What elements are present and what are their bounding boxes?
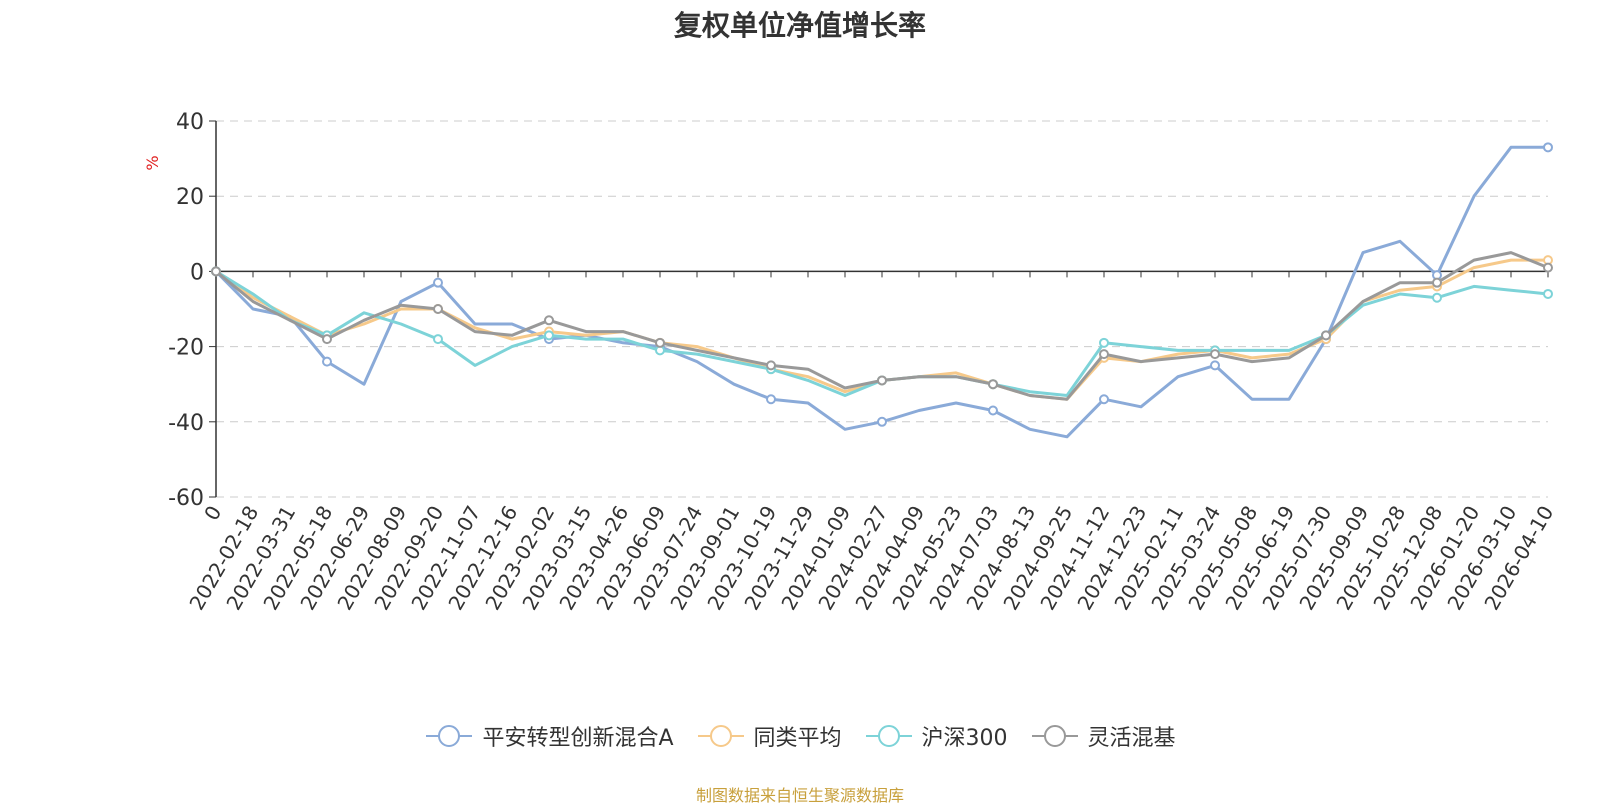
data-point bbox=[211, 266, 221, 277]
legend-label: 同类平均 bbox=[753, 726, 842, 751]
y-tick-label: -60 bbox=[168, 486, 204, 511]
data-point bbox=[322, 334, 332, 345]
data-point bbox=[433, 304, 443, 314]
data-point bbox=[877, 375, 887, 386]
series-line bbox=[214, 145, 1548, 439]
data-point bbox=[433, 334, 443, 345]
data-point bbox=[544, 315, 554, 326]
legend: 平安转型创新混合A 同类平均 沪深300 灵活混基 bbox=[0, 718, 1600, 754]
y-tick-label: 20 bbox=[176, 185, 204, 210]
data-point bbox=[1099, 394, 1109, 405]
data-point bbox=[1210, 360, 1220, 371]
legend-label: 灵活混基 bbox=[1087, 726, 1176, 751]
legend-circle bbox=[1043, 725, 1066, 747]
legend-item-2[interactable]: 沪深300 bbox=[864, 720, 1008, 752]
legend-item-3[interactable]: 灵活混基 bbox=[1030, 720, 1176, 752]
data-point bbox=[988, 379, 998, 390]
legend-marker-icon bbox=[1031, 725, 1078, 747]
series-3 bbox=[211, 251, 1553, 401]
data-source-note: 制图数据来自恒生聚源数据库 bbox=[695, 786, 904, 805]
legend-item-0[interactable]: 平安转型创新混合A bbox=[424, 720, 674, 752]
legend-item-1[interactable]: 同类平均 bbox=[696, 720, 842, 752]
data-point bbox=[1432, 277, 1442, 288]
y-tick-label: -20 bbox=[168, 336, 204, 361]
data-point bbox=[766, 394, 776, 405]
y-tick-label: 0 bbox=[190, 260, 204, 285]
data-point bbox=[322, 356, 332, 367]
data-point bbox=[1543, 288, 1553, 299]
data-point bbox=[433, 277, 443, 288]
data-point bbox=[544, 330, 554, 341]
data-point bbox=[988, 405, 998, 416]
data-point bbox=[877, 416, 887, 427]
legend-marker-icon bbox=[426, 725, 473, 747]
chart-title: 复权单位净值增长率 bbox=[673, 9, 926, 42]
y-axis-label: % bbox=[143, 155, 162, 170]
series-0 bbox=[211, 142, 1553, 439]
data-point bbox=[1099, 349, 1109, 360]
x-tick-label: 0 bbox=[199, 502, 226, 525]
data-point bbox=[1321, 330, 1331, 341]
legend-label: 沪深300 bbox=[921, 726, 1008, 751]
legend-label: 平安转型创新混合A bbox=[482, 726, 674, 751]
data-point bbox=[1543, 142, 1553, 153]
data-point bbox=[655, 337, 665, 348]
data-point bbox=[766, 360, 776, 371]
y-tick-label: 40 bbox=[176, 110, 204, 135]
legend-circle bbox=[438, 725, 461, 747]
legend-circle bbox=[709, 725, 732, 747]
legend-circle bbox=[877, 725, 900, 747]
data-point bbox=[1099, 337, 1109, 348]
data-point bbox=[1432, 292, 1442, 303]
data-point bbox=[1543, 262, 1553, 273]
legend-marker-icon bbox=[865, 725, 912, 747]
y-tick-label: -40 bbox=[168, 411, 204, 436]
legend-marker-icon bbox=[697, 725, 744, 747]
data-point bbox=[1210, 349, 1220, 360]
